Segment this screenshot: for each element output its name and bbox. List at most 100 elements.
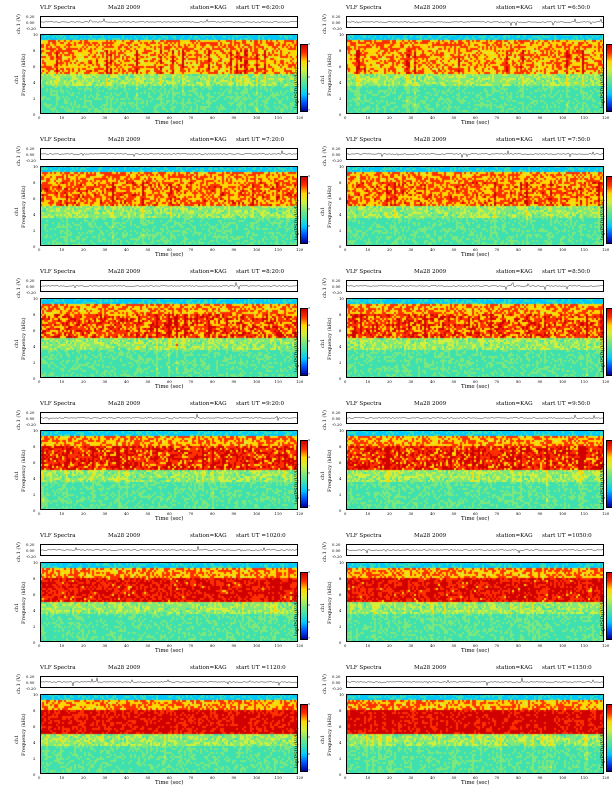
time-tick: 110 [580, 775, 588, 780]
time-tick: 70 [188, 511, 194, 516]
time-tick: 10 [59, 643, 65, 648]
time-tick: 50 [451, 379, 457, 384]
time-axis-label: Time (sec) [155, 120, 184, 126]
colorbar [300, 44, 308, 112]
frequency-tick: 8 [33, 312, 36, 317]
colorbar [300, 704, 308, 772]
channel-label: ch1 [320, 470, 326, 480]
waveform-trace [345, 414, 605, 419]
colorbar [606, 572, 612, 640]
time-tick: 50 [145, 775, 151, 780]
time-tick: 0 [38, 511, 41, 516]
panel-start-time: start UT =8:50:0 [542, 269, 591, 275]
panel-title: VLF Spectra [346, 137, 382, 143]
frequency-tick: 8 [339, 312, 342, 317]
waveform-plot [345, 549, 605, 554]
waveform-plot [39, 281, 299, 290]
spectrogram-axes [40, 34, 298, 114]
panel-date: Ma28 2009 [414, 5, 447, 11]
colorbar [606, 176, 612, 244]
channel-label: ch1 [14, 470, 20, 480]
spectrogram-axes [40, 430, 298, 510]
time-tick: 90 [231, 643, 237, 648]
spectrogram-axes [346, 166, 604, 246]
panel-start-time: start UT =9:50:0 [542, 401, 591, 407]
colorbar-label: log(PSD)(V²/Hz) [600, 67, 606, 108]
spectrogram-axes [40, 166, 298, 246]
time-tick: 110 [274, 775, 282, 780]
waveform-trace [345, 18, 605, 27]
spectrogram-axes [346, 430, 604, 510]
frequency-tick: 6 [33, 724, 36, 729]
colorbar-label: log(PSD)(V²/Hz) [600, 595, 606, 636]
frequency-tick: 8 [339, 180, 342, 185]
frequency-tick: 8 [33, 576, 36, 581]
time-tick: 110 [580, 643, 588, 648]
frequency-tick: 2 [339, 492, 342, 497]
spectrogram-heatmap [346, 694, 604, 774]
time-tick: 20 [387, 511, 392, 516]
colorbar-label: log(PSD)(V²/Hz) [600, 199, 606, 240]
frequency-tick: 2 [339, 360, 342, 365]
time-tick: 40 [430, 511, 435, 516]
spectrogram-panel: VLF Spectra Ma28 2009 station=KAG start UT … [10, 266, 316, 398]
time-tick: 50 [145, 643, 151, 648]
colorbar-label: log(PSD)(V²/Hz) [294, 463, 300, 504]
frequency-tick: 6 [33, 592, 36, 597]
waveform-y-label: ch.1 (V) [16, 278, 22, 298]
colorbar-tick: -3 [307, 438, 310, 442]
frequency-tick: 4 [339, 344, 342, 349]
spectrogram-axes [40, 562, 298, 642]
waveform-plot [345, 677, 605, 687]
time-tick: 110 [580, 247, 588, 252]
time-tick: 10 [59, 775, 65, 780]
time-tick: 60 [473, 379, 478, 384]
panel-date: Ma28 2009 [108, 665, 141, 671]
time-tick: 60 [167, 379, 172, 384]
spectrogram-axes [40, 694, 298, 774]
colorbar [606, 704, 612, 772]
frequency-tick: 0 [33, 640, 36, 645]
colorbar-tick: -6 [307, 751, 310, 756]
waveform-y-tick: 0.20 [26, 278, 35, 283]
time-tick: 100 [253, 247, 261, 252]
frequency-tick: 2 [339, 96, 342, 101]
channel-label: ch1 [320, 602, 326, 612]
colorbar-tick: -5 [307, 339, 310, 343]
time-tick: 90 [231, 247, 237, 252]
panel-station: station=KAG [496, 401, 533, 407]
time-tick: 90 [231, 511, 237, 516]
panel-title: VLF Spectra [40, 665, 76, 671]
waveform-y-tick: 0.00 [332, 548, 341, 553]
frequency-tick: 8 [339, 444, 342, 449]
panel-start-time: start UT =7:20:0 [236, 137, 285, 143]
waveform-y-tick: -0.20 [332, 26, 342, 31]
frequency-axis-label: Frequency (kHz) [21, 449, 27, 492]
colorbar [606, 44, 612, 112]
frequency-tick: 8 [339, 708, 342, 713]
time-tick: 0 [344, 115, 347, 120]
panel-title: VLF Spectra [40, 401, 76, 407]
panel-start-time: start UT =7:50:0 [542, 137, 591, 143]
time-tick: 40 [124, 643, 129, 648]
time-tick: 10 [365, 115, 371, 120]
time-tick: 70 [494, 643, 500, 648]
time-tick: 50 [451, 115, 457, 120]
waveform-plot [39, 413, 299, 422]
time-tick: 0 [38, 115, 41, 120]
panel-title: VLF Spectra [40, 5, 76, 11]
waveform-trace [345, 677, 605, 687]
waveform-y-tick: 0.20 [26, 146, 35, 151]
frequency-tick: 0 [33, 508, 36, 513]
time-tick: 100 [559, 775, 567, 780]
panel-date: Ma28 2009 [414, 137, 447, 143]
panel-start-time: start UT =1050:0 [542, 533, 592, 539]
waveform-y-tick: 0.00 [26, 548, 35, 553]
frequency-tick: 2 [33, 756, 36, 761]
colorbar-label: log(PSD)(V²/Hz) [600, 331, 606, 372]
spectrogram-panel: VLF Spectra Ma28 2009 station=KAG start UT … [10, 2, 316, 134]
frequency-tick: 0 [339, 508, 342, 513]
time-tick: 80 [210, 379, 215, 384]
time-tick: 10 [365, 379, 371, 384]
spectrogram-heatmap [346, 562, 604, 642]
